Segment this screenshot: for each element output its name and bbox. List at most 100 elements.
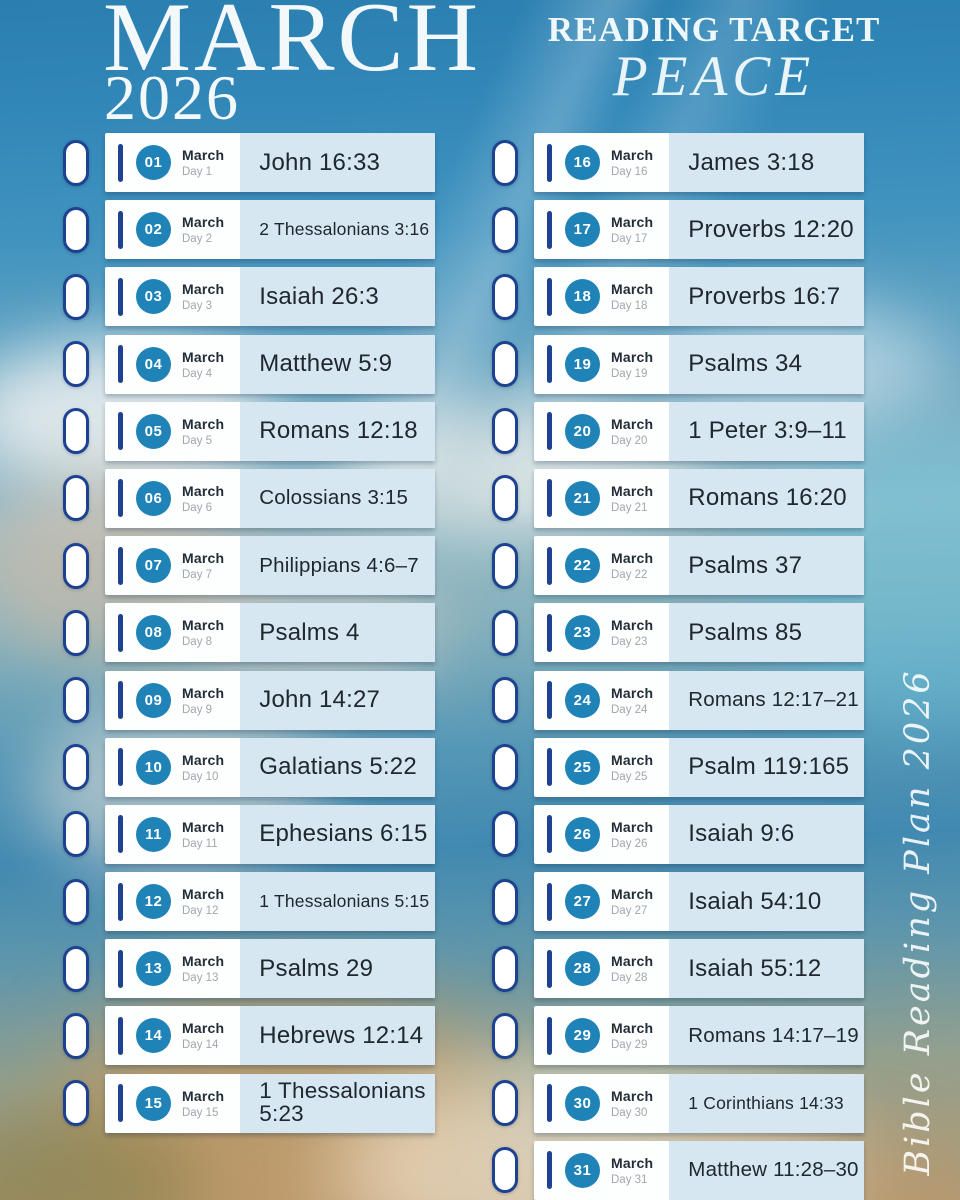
day-card: 13 March Day 13 Psalms 29	[105, 939, 435, 999]
binder-ring	[63, 677, 89, 723]
binder-ring	[492, 408, 518, 455]
scripture-reference: James 3:18	[688, 148, 815, 176]
binder-ring	[492, 475, 518, 522]
scripture-area: Psalm 119:165	[669, 737, 864, 797]
accent-bar	[547, 815, 552, 854]
day-label: Day 5	[182, 434, 213, 447]
day-card: 21 March Day 21 Romans 16:20	[534, 468, 864, 528]
day-number-badge: 24	[565, 682, 600, 718]
day-card: 09 March Day 9 John 14:27	[105, 670, 435, 730]
scripture-area: Romans 12:17–21	[669, 670, 864, 730]
day-row: 27 March Day 27 Isaiah 54:10	[492, 872, 864, 932]
day-label: Day 6	[182, 501, 213, 514]
scripture-area: Romans 14:17–19	[669, 1006, 864, 1066]
day-number-badge: 02	[136, 212, 171, 248]
accent-bar	[547, 1084, 552, 1123]
day-row: 11 March Day 11 Ephesians 6:15	[63, 804, 435, 864]
day-row: 24 March Day 24 Romans 12:17–21	[492, 670, 864, 730]
day-labels: March Day 19	[611, 349, 653, 380]
day-labels: March Day 23	[611, 617, 653, 648]
day-row: 15 March Day 15 1 Thessalonians 5:23	[63, 1073, 435, 1133]
binder-ring	[492, 139, 518, 186]
scripture-reference: Psalms 85	[688, 618, 803, 646]
accent-bar	[118, 748, 123, 787]
month-label: March	[611, 1087, 654, 1104]
day-labels: March Day 11	[182, 819, 224, 850]
day-card: 24 March Day 24 Romans 12:17–21	[534, 670, 864, 730]
binder-ring	[63, 1012, 89, 1059]
binder-ring	[63, 475, 89, 522]
day-label: Day 23	[611, 636, 648, 649]
scripture-reference: 1 Thessalonians 5:23	[259, 1078, 426, 1127]
day-row: 02 March Day 2 2 Thessalonians 3:16	[63, 200, 435, 260]
day-card: 01 March Day 1 John 16:33	[105, 133, 435, 192]
day-labels: March Day 30	[611, 1088, 653, 1119]
day-card: 23 March Day 23 Psalms 85	[534, 603, 864, 663]
binder-ring	[492, 206, 518, 253]
day-label: Day 12	[182, 905, 219, 918]
day-label: Day 27	[611, 905, 648, 918]
month-label: March	[611, 415, 654, 432]
day-number-badge: 03	[136, 279, 171, 315]
scripture-reference: John 16:33	[259, 148, 381, 176]
accent-bar	[547, 277, 552, 316]
binder-ring	[63, 1080, 89, 1127]
day-labels: March Day 16	[611, 147, 653, 178]
day-label: Day 29	[611, 1039, 648, 1052]
side-watermark-text: Bible Reading Plan 2026	[898, 668, 938, 1176]
day-row: 17 March Day 17 Proverbs 12:20	[492, 200, 864, 260]
day-row: 16 March Day 16 James 3:18	[492, 133, 864, 192]
day-number-badge: 21	[565, 480, 600, 516]
day-label: Day 13	[182, 972, 219, 985]
binder-ring	[492, 744, 518, 791]
day-label: Day 21	[611, 501, 648, 514]
day-row: 09 March Day 9 John 14:27	[63, 670, 435, 730]
scripture-area: Psalms 4	[240, 603, 435, 663]
month-label: March	[611, 684, 654, 701]
binder-ring	[63, 744, 89, 791]
binder-ring	[492, 273, 518, 320]
scripture-reference: Psalms 29	[259, 954, 374, 982]
scripture-reference: Galatians 5:22	[259, 753, 417, 781]
accent-bar	[118, 949, 123, 988]
day-labels: March Day 27	[611, 886, 653, 917]
day-label: Day 19	[611, 367, 648, 380]
accent-bar	[118, 143, 123, 182]
day-card: 29 March Day 29 Romans 14:17–19	[534, 1006, 864, 1066]
day-row: 12 March Day 12 1 Thessalonians 5:15	[63, 872, 435, 932]
month-label: March	[611, 1154, 654, 1171]
day-row: 03 March Day 3 Isaiah 26:3	[63, 267, 435, 327]
month-label: March	[182, 348, 225, 365]
scripture-area: 1 Corinthians 14:33	[669, 1073, 864, 1133]
accent-bar	[547, 210, 552, 249]
day-row: 29 March Day 29 Romans 14:17–19	[492, 1006, 864, 1066]
accent-bar	[118, 815, 123, 854]
day-label: Day 25	[611, 770, 648, 783]
scripture-area: Romans 12:18	[240, 401, 435, 461]
day-labels: March Day 15	[182, 1088, 224, 1119]
day-labels: March Day 22	[611, 550, 653, 581]
day-row: 20 March Day 20 1 Peter 3:9–11	[492, 401, 864, 461]
month-label: March	[611, 818, 654, 835]
day-card: 25 March Day 25 Psalm 119:165	[534, 737, 864, 797]
days-column-left: 01 March Day 1 John 16:33 02 March Day 2…	[63, 133, 435, 1141]
scripture-area: John 14:27	[240, 670, 435, 730]
day-row: 25 March Day 25 Psalm 119:165	[492, 737, 864, 797]
day-number-badge: 23	[565, 615, 600, 651]
scripture-reference: Proverbs 16:7	[688, 282, 841, 310]
day-card: 20 March Day 20 1 Peter 3:9–11	[534, 401, 864, 461]
day-row: 01 March Day 1 John 16:33	[63, 133, 435, 192]
month-label: March	[182, 482, 225, 499]
day-label: Day 17	[611, 233, 648, 246]
day-card: 12 March Day 12 1 Thessalonians 5:15	[105, 872, 435, 932]
day-labels: March Day 9	[182, 685, 224, 716]
month-label: March	[611, 348, 654, 365]
day-card: 30 March Day 30 1 Corinthians 14:33	[534, 1073, 864, 1133]
scripture-reference: Psalms 34	[688, 350, 803, 378]
day-number-badge: 28	[565, 951, 600, 987]
day-card: 28 March Day 28 Isaiah 55:12	[534, 939, 864, 999]
binder-ring	[63, 139, 89, 186]
month-label: March	[182, 818, 225, 835]
day-labels: March Day 24	[611, 685, 653, 716]
day-number-badge: 09	[136, 682, 171, 718]
